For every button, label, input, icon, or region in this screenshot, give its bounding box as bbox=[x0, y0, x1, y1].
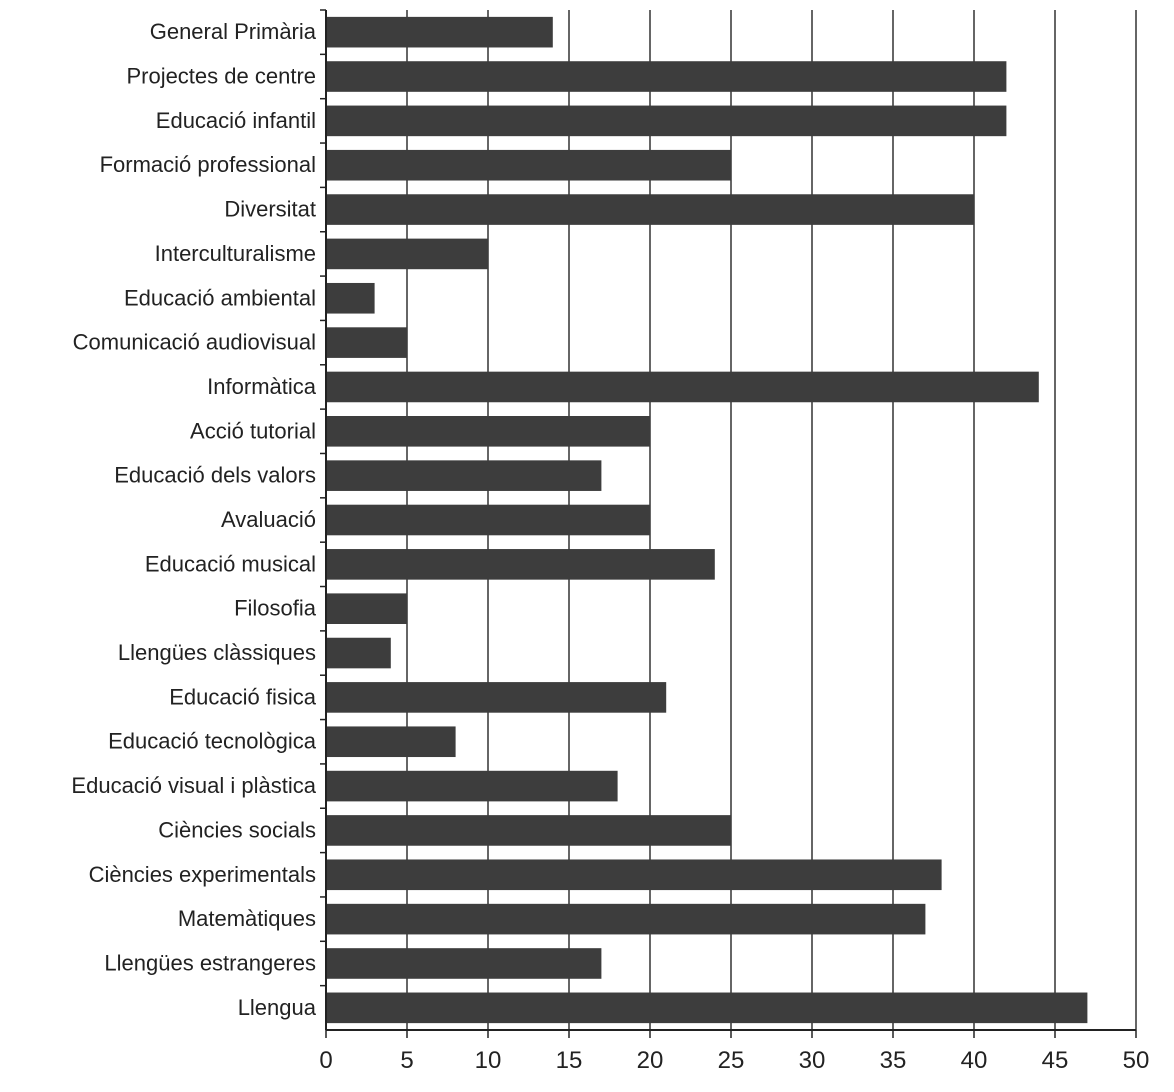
bar bbox=[326, 504, 650, 536]
bar bbox=[326, 682, 667, 713]
category-label: Matemàtiques bbox=[178, 906, 316, 931]
bar bbox=[326, 327, 407, 358]
x-tick-label: 50 bbox=[1123, 1047, 1150, 1074]
bar bbox=[326, 948, 602, 979]
bar bbox=[326, 371, 1039, 403]
category-labels: General Primària Projectes de centre Educa… bbox=[71, 19, 316, 1020]
bar bbox=[326, 194, 974, 225]
bar bbox=[326, 460, 602, 491]
category-label: Informàtica bbox=[207, 374, 317, 399]
x-tick-labels: 0 5 10 15 20 25 30 35 40 45 50 bbox=[319, 1047, 1149, 1074]
x-tick-label: 45 bbox=[1042, 1047, 1069, 1074]
bar bbox=[326, 16, 553, 48]
bar bbox=[326, 105, 1007, 137]
bar bbox=[326, 282, 375, 314]
x-tick-label: 35 bbox=[880, 1047, 907, 1074]
bar bbox=[326, 815, 731, 846]
category-label: Projectes de centre bbox=[126, 64, 316, 89]
category-label: Interculturalisme bbox=[155, 241, 316, 266]
bar bbox=[326, 770, 618, 802]
x-tick-label: 0 bbox=[319, 1047, 332, 1074]
bar bbox=[326, 238, 488, 270]
category-label: Llengües estrangeres bbox=[104, 950, 316, 975]
bar bbox=[326, 416, 650, 447]
bar bbox=[326, 726, 456, 758]
category-label: Ciències experimentals bbox=[89, 862, 316, 887]
category-label: Educació infantil bbox=[156, 108, 316, 133]
category-label: Diversitat bbox=[224, 197, 316, 222]
bar bbox=[326, 549, 715, 580]
bar bbox=[326, 149, 731, 181]
category-label: Formació professional bbox=[100, 152, 316, 177]
bar bbox=[326, 903, 926, 935]
category-label: Educació ambiental bbox=[124, 285, 316, 310]
x-tick-label: 5 bbox=[400, 1047, 413, 1074]
axes bbox=[320, 9, 1137, 1038]
category-label: General Primària bbox=[150, 19, 317, 44]
bar bbox=[326, 593, 407, 624]
category-label: Ciències socials bbox=[158, 817, 316, 842]
category-label: Educació tecnològica bbox=[108, 729, 317, 754]
category-label: Comunicació audiovisual bbox=[73, 330, 316, 355]
bar bbox=[326, 637, 391, 669]
category-label: Llengua bbox=[238, 995, 317, 1020]
x-tick-label: 15 bbox=[556, 1047, 583, 1074]
category-label: Educació musical bbox=[145, 551, 316, 576]
category-label: Educació visual i plàstica bbox=[71, 773, 316, 798]
x-tick-label: 40 bbox=[961, 1047, 988, 1074]
bar bbox=[326, 992, 1088, 1024]
bar bbox=[326, 859, 942, 891]
x-tick-label: 25 bbox=[718, 1047, 745, 1074]
category-label: Acció tutorial bbox=[190, 418, 316, 443]
x-tick-label: 30 bbox=[799, 1047, 826, 1074]
bars bbox=[326, 16, 1088, 1024]
category-label: Llengües clàssiques bbox=[118, 640, 316, 665]
bar bbox=[326, 61, 1007, 92]
category-label: Filosofia bbox=[234, 596, 317, 621]
x-tick-label: 20 bbox=[637, 1047, 664, 1074]
category-label: Educació fisica bbox=[169, 684, 317, 709]
x-tick-label: 10 bbox=[475, 1047, 502, 1074]
category-label: Avaluació bbox=[221, 507, 316, 532]
category-label: Educació dels valors bbox=[114, 463, 316, 488]
